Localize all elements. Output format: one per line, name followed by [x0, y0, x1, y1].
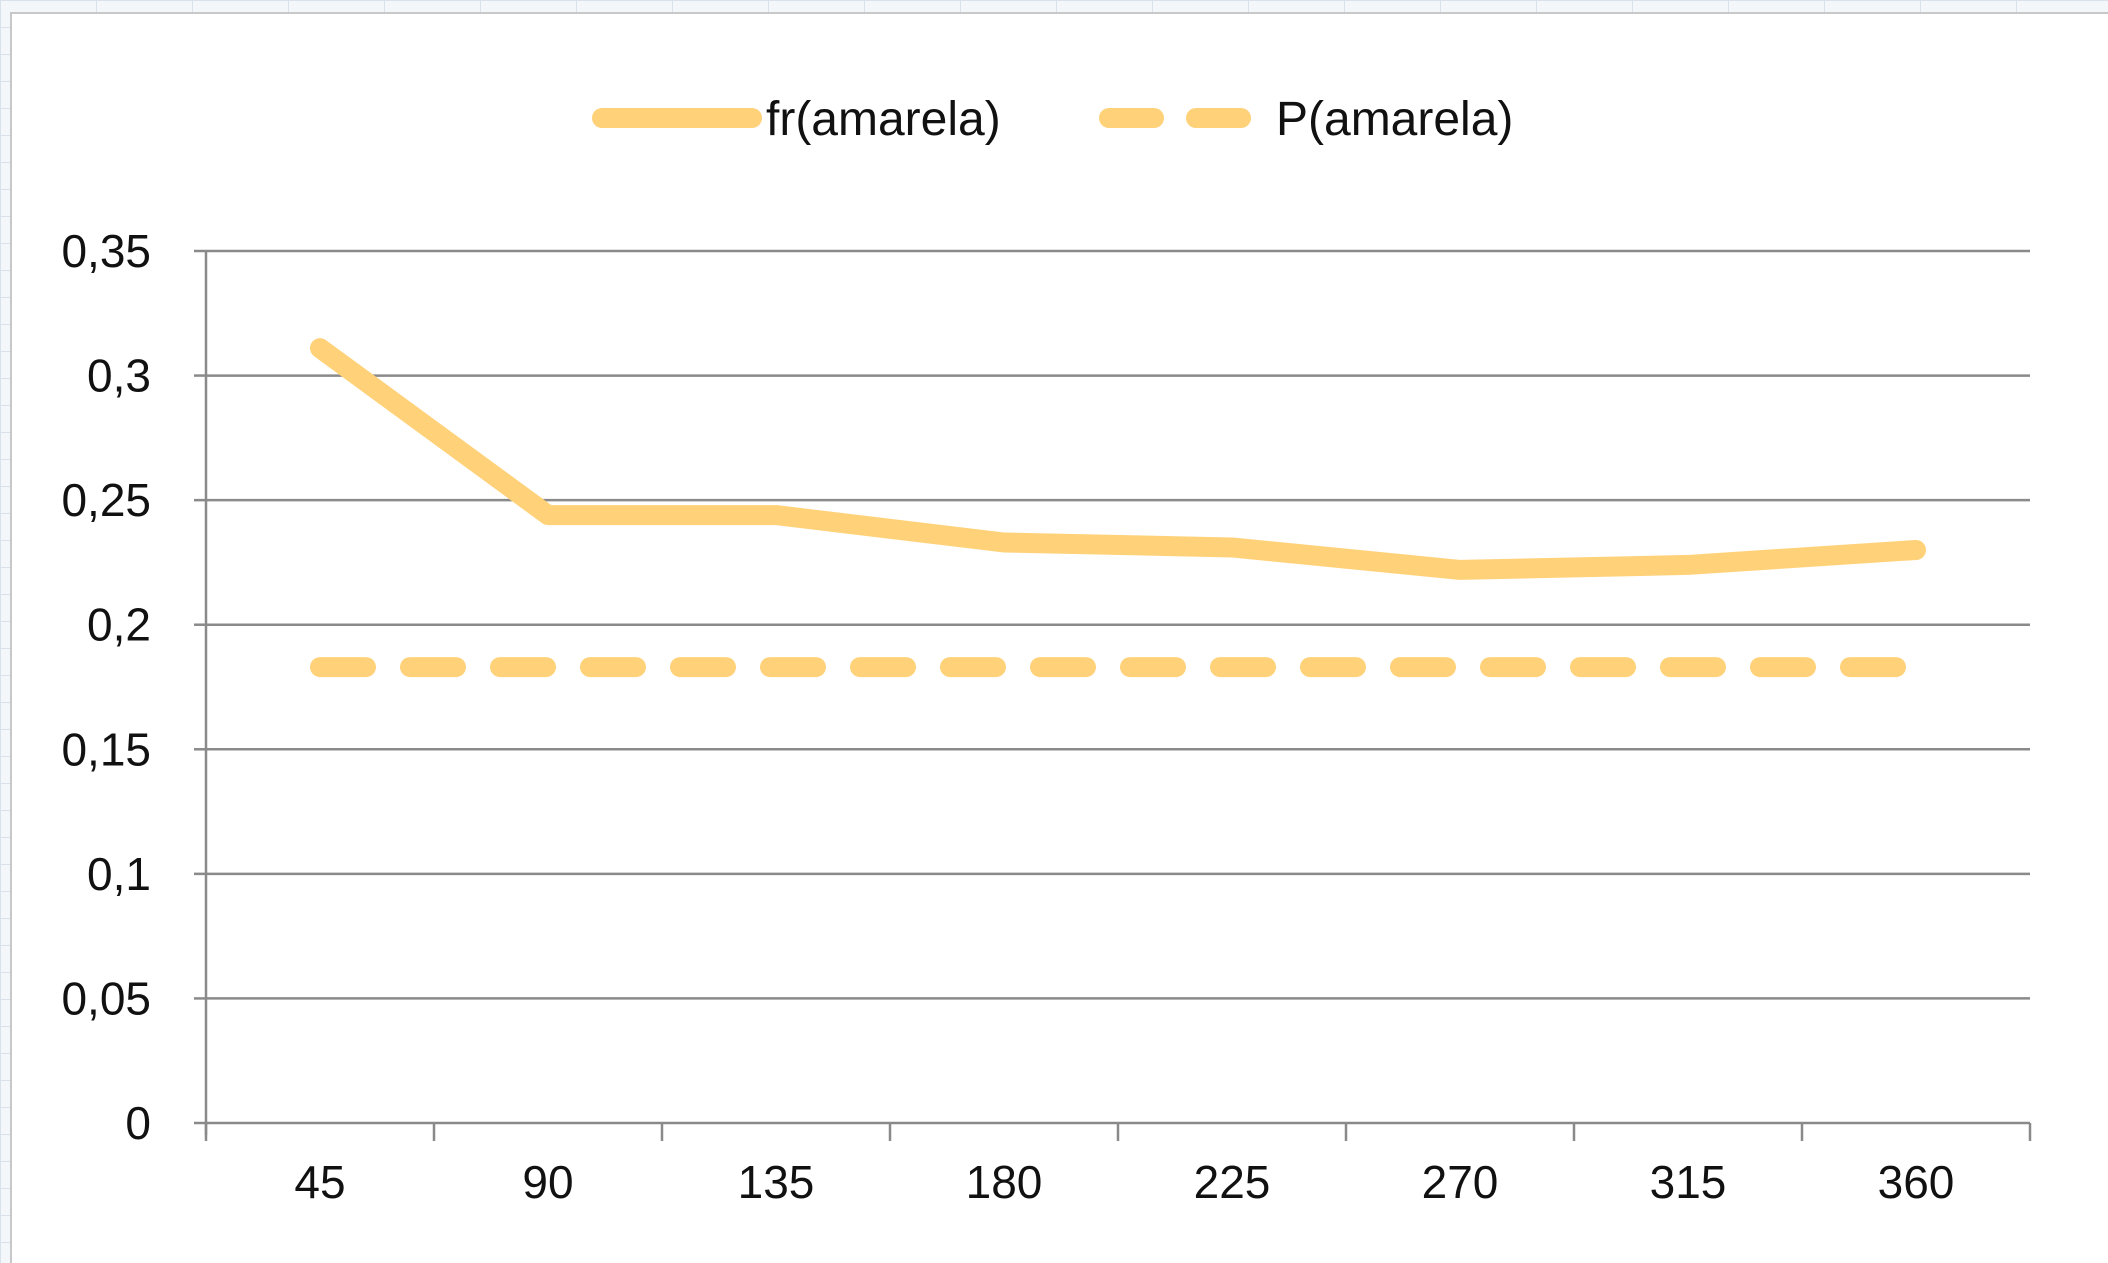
data-point [319, 666, 321, 668]
gridlines [206, 249, 2030, 1125]
data-point [1459, 569, 1461, 571]
data-point [1459, 666, 1461, 668]
x-tick-label: 360 [1878, 1156, 1955, 1208]
y-tick-label: 0,05 [61, 972, 151, 1024]
data-point [1003, 541, 1005, 543]
data-point [1231, 546, 1233, 548]
series-line-1 [310, 338, 1926, 580]
data-point [1687, 564, 1689, 566]
data-point [1915, 666, 1917, 668]
legend-label-1: fr(amarela) [766, 93, 1001, 146]
y-tick-label: 0 [125, 1097, 151, 1149]
data-point [775, 666, 777, 668]
y-axis-ticks: 0 0,05 0,1 0,15 0,2 0,25 0,3 0,35 [61, 225, 206, 1149]
series-lines [310, 338, 1926, 678]
data-point [1915, 549, 1917, 551]
y-tick-label: 0,25 [61, 474, 151, 526]
data-point [1687, 666, 1689, 668]
y-tick-label: 0,3 [87, 350, 151, 402]
legend: fr(amarela) P(amarela) [592, 93, 1513, 146]
data-point [775, 514, 777, 516]
y-tick-label: 0,15 [61, 723, 151, 775]
x-tick-label: 315 [1650, 1156, 1727, 1208]
x-tick-label: 180 [966, 1156, 1043, 1208]
y-tick-label: 0,35 [61, 225, 151, 277]
x-tick-label: 270 [1422, 1156, 1499, 1208]
data-point [1003, 666, 1005, 668]
x-tick-label: 90 [522, 1156, 573, 1208]
data-point [547, 666, 549, 668]
legend-label-2: P(amarela) [1276, 93, 1513, 146]
data-point [547, 514, 549, 516]
x-tick-label: 45 [294, 1156, 345, 1208]
y-tick-label: 0,2 [87, 599, 151, 651]
y-tick-label: 0,1 [87, 848, 151, 900]
data-point [319, 347, 321, 349]
x-tick-label: 135 [738, 1156, 815, 1208]
x-axis-ticks: 45 90 135 180 225 270 315 360 [204, 1123, 2032, 1208]
data-point [1231, 666, 1233, 668]
chart-frame[interactable] [10, 12, 2108, 1263]
x-tick-label: 225 [1194, 1156, 1271, 1208]
